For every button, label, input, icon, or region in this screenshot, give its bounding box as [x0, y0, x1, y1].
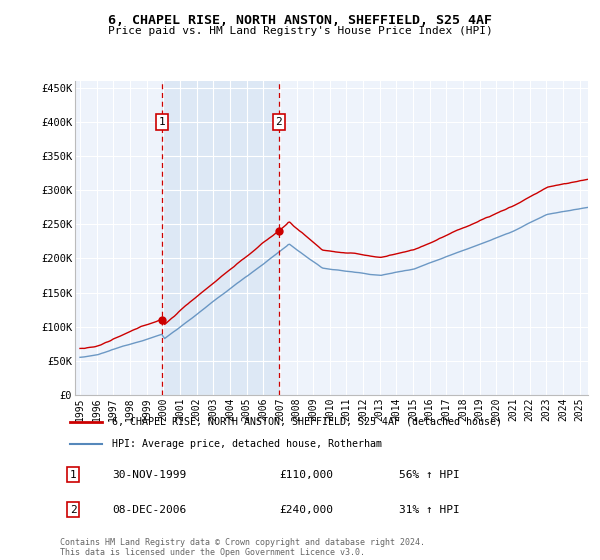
Text: 1: 1 — [70, 470, 76, 479]
Text: £110,000: £110,000 — [279, 470, 333, 479]
Text: 56% ↑ HPI: 56% ↑ HPI — [400, 470, 460, 479]
Bar — [162, 81, 279, 395]
Text: 08-DEC-2006: 08-DEC-2006 — [112, 505, 187, 515]
Text: 6, CHAPEL RISE, NORTH ANSTON, SHEFFIELD, S25 4AF (detached house): 6, CHAPEL RISE, NORTH ANSTON, SHEFFIELD,… — [112, 417, 502, 427]
Text: 6, CHAPEL RISE, NORTH ANSTON, SHEFFIELD, S25 4AF: 6, CHAPEL RISE, NORTH ANSTON, SHEFFIELD,… — [108, 14, 492, 27]
Text: 2: 2 — [275, 117, 282, 127]
Text: 30-NOV-1999: 30-NOV-1999 — [112, 470, 187, 479]
Text: Price paid vs. HM Land Registry's House Price Index (HPI): Price paid vs. HM Land Registry's House … — [107, 26, 493, 36]
Text: HPI: Average price, detached house, Rotherham: HPI: Average price, detached house, Roth… — [112, 438, 382, 449]
Text: 2: 2 — [70, 505, 76, 515]
Text: £240,000: £240,000 — [279, 505, 333, 515]
Text: 1: 1 — [158, 117, 166, 127]
Text: 31% ↑ HPI: 31% ↑ HPI — [400, 505, 460, 515]
Text: Contains HM Land Registry data © Crown copyright and database right 2024.
This d: Contains HM Land Registry data © Crown c… — [60, 538, 425, 557]
